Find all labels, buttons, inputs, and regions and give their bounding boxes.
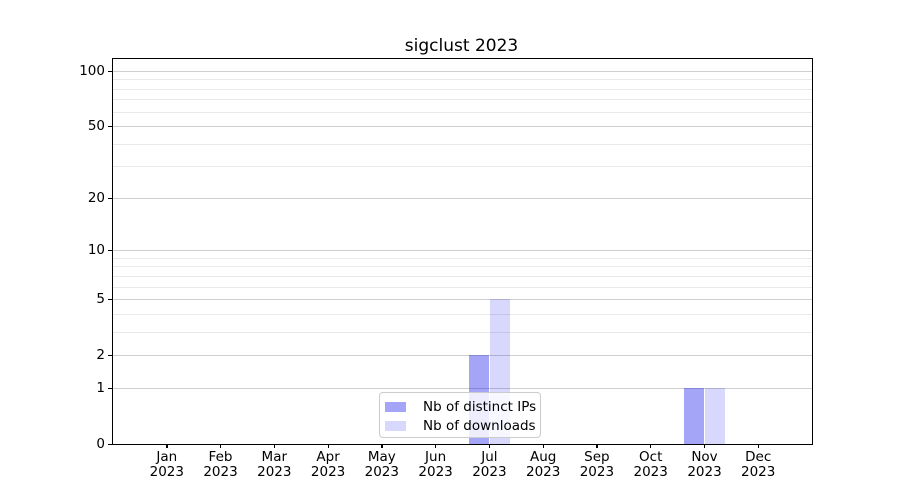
x-tick-label: Dec 2023 <box>741 449 776 480</box>
gridline-major <box>113 355 812 357</box>
y-tick-mark <box>108 387 112 390</box>
y-tick-label: 0 <box>96 436 105 452</box>
x-tick-label: Jun 2023 <box>418 449 453 480</box>
gridline-minor <box>113 88 812 90</box>
y-tick-label: 20 <box>87 189 105 206</box>
gridline-major <box>113 197 812 199</box>
legend: Nb of distinct IPs Nb of downloads <box>379 392 541 438</box>
x-tick-mark <box>596 444 598 448</box>
y-tick-label: 1 <box>96 379 105 396</box>
y-tick-mark <box>108 126 112 128</box>
y-tick-mark <box>108 299 112 301</box>
y-tick-mark <box>108 355 112 357</box>
x-tick-label: Aug 2023 <box>526 449 561 480</box>
x-tick-label: Oct 2023 <box>633 449 668 480</box>
gridline-minor <box>113 111 812 113</box>
y-tick-mark <box>108 444 112 446</box>
x-tick-label: Apr 2023 <box>310 449 346 480</box>
legend-label-downloads: Nb of downloads <box>423 417 536 434</box>
legend-label-distinct-ips: Nb of distinct IPs <box>423 398 537 415</box>
x-tick-label: Mar 2023 <box>257 449 292 480</box>
x-tick-mark <box>166 444 168 448</box>
gridline-minor <box>113 275 812 277</box>
x-tick-label: Nov 2023 <box>687 449 722 480</box>
x-tick-mark <box>273 444 276 448</box>
legend-swatch-distinct-ips <box>385 401 406 412</box>
x-tick-label: May 2023 <box>364 449 399 480</box>
x-tick-mark <box>757 444 759 448</box>
x-tick-label: Jul 2023 <box>472 449 507 480</box>
y-tick-label: 50 <box>87 118 105 134</box>
gridline-minor <box>113 166 812 168</box>
gridline-minor <box>113 143 812 145</box>
legend-row-distinct-ips: Nb of distinct IPs <box>385 397 540 416</box>
x-tick-label: Sep 2023 <box>579 449 615 480</box>
gridline-minor <box>113 99 812 101</box>
x-tick-mark <box>542 444 544 448</box>
y-tick-mark <box>108 197 112 199</box>
x-tick-mark <box>650 444 652 448</box>
x-tick-mark <box>327 444 329 448</box>
x-tick-mark <box>220 444 222 448</box>
x-tick-mark <box>488 444 491 448</box>
gridline-major <box>113 250 812 251</box>
gridline-minor <box>113 313 812 315</box>
x-tick-mark <box>381 444 383 448</box>
legend-row-downloads: Nb of downloads <box>385 416 540 435</box>
legend-swatch-downloads <box>385 420 406 431</box>
y-tick-mark <box>108 70 112 72</box>
bar-distinct-ips-nov <box>684 387 704 444</box>
y-tick-mark <box>108 250 112 252</box>
gridline-major <box>113 299 812 301</box>
x-tick-mark <box>435 444 437 448</box>
gridline-major <box>113 70 812 72</box>
gridline-major <box>113 126 812 127</box>
gridline-minor <box>113 79 812 81</box>
y-tick-label: 5 <box>96 291 105 308</box>
x-tick-label: Feb 2023 <box>203 449 238 480</box>
gridline-minor <box>113 257 812 259</box>
gridline-minor <box>113 286 812 288</box>
x-tick-mark <box>704 444 706 448</box>
gridline-major <box>113 387 812 389</box>
y-tick-label: 100 <box>79 62 105 79</box>
x-tick-label: Jan 2023 <box>149 449 184 480</box>
chart-title: sigclust 2023 <box>404 36 519 56</box>
bar-downloads-nov <box>705 387 725 444</box>
y-tick-label: 2 <box>96 347 105 364</box>
y-tick-label: 10 <box>87 242 105 258</box>
gridline-minor <box>113 331 812 333</box>
gridline-minor <box>113 266 812 268</box>
plot-area: 0 1 2 5 10 20 50 100 Jan 2023 Feb 2023 Mar 2023 Apr… <box>79 58 813 480</box>
